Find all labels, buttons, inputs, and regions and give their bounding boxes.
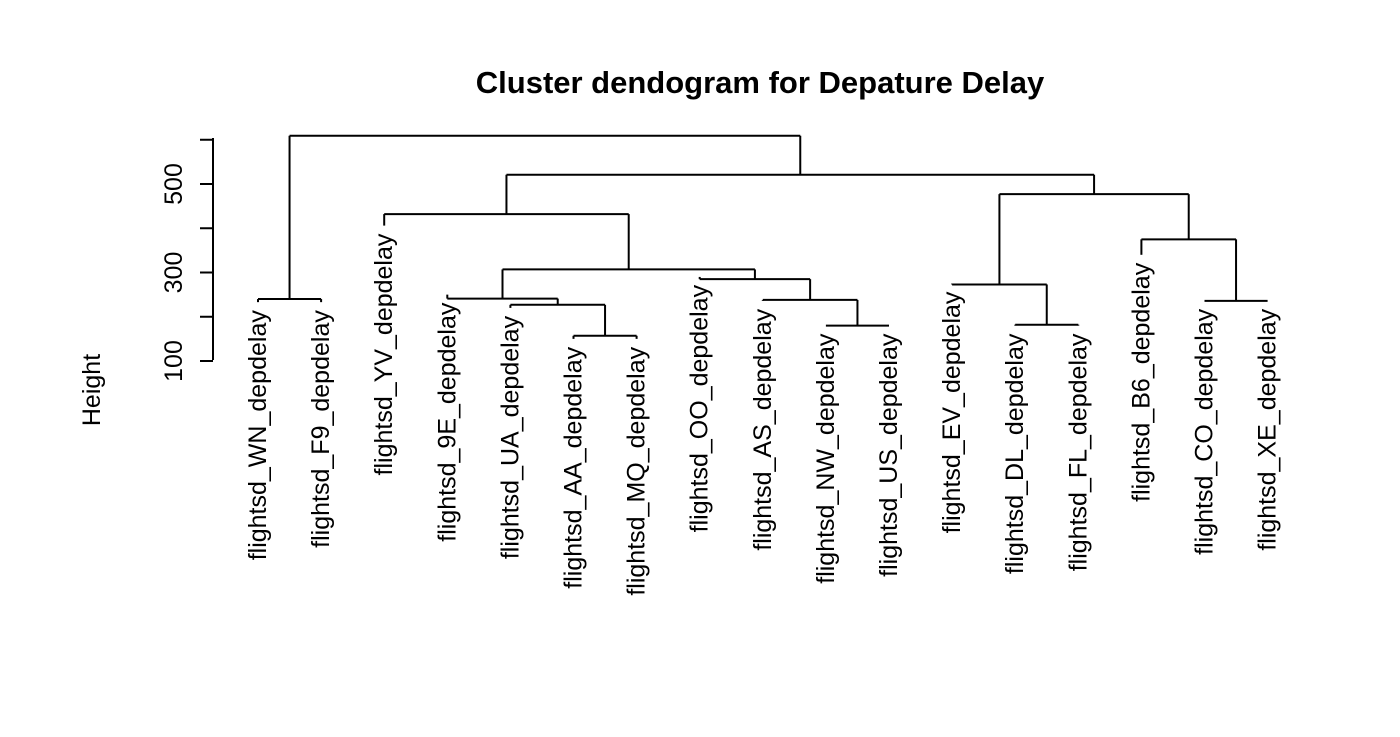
leaf-label: flightsd_WN_depdelay [244,310,272,561]
y-axis-label: Height [78,354,106,426]
leaf-label: flightsd_CO_depdelay [1191,308,1219,554]
leaf-label: flightsd_FL_depdelay [1064,333,1092,571]
leaf-label: flightsd_DL_depdelay [1001,333,1029,574]
leaf-label: flightsd_NW_depdelay [812,333,840,584]
leaf-label: flightsd_UA_depdelay [496,315,524,559]
leaf-label: flightsd_US_depdelay [875,333,903,577]
leaf-label: flightsd_EV_depdelay [938,291,966,533]
leaf-labels: flightsd_WN_depdelay flightsd_F9_depdelay… [244,233,1282,596]
leaf-label: flightsd_YV_depdelay [370,233,398,475]
y-tick-label: 500 [160,163,188,205]
leaf-label: flightsd_9E_depdelay [433,302,461,542]
y-tick-label: 100 [160,340,188,382]
leaf-label: flightsd_XE_depdelay [1254,308,1282,550]
leaf-label: flightsd_AS_depdelay [749,308,777,550]
dendrogram-branches [257,134,1268,339]
y-axis-ticks: 100 300 500 [160,138,213,382]
leaf-label: flightsd_OO_depdelay [686,284,714,532]
leaf-label: flightsd_AA_depdelay [560,346,588,588]
chart-title: Cluster dendogram for Depature Delay [476,65,1045,100]
leaf-label: flightsd_B6_depdelay [1127,262,1155,502]
leaf-label: flightsd_MQ_depdelay [623,346,651,595]
y-tick-label: 300 [160,252,188,294]
leaf-label: flightsd_F9_depdelay [307,310,335,548]
